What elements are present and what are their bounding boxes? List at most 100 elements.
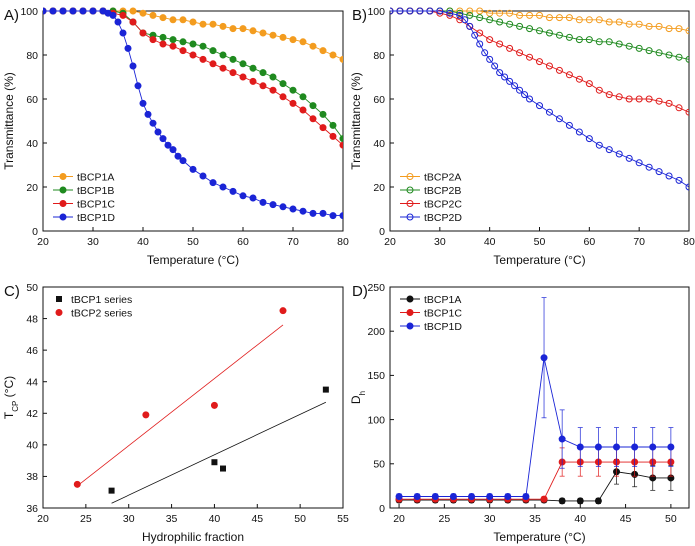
data-point-20 xyxy=(521,91,529,99)
data-point-6 xyxy=(446,9,454,17)
y-tick-label: 60 xyxy=(26,94,38,106)
legend-label: tBCP2C xyxy=(424,199,462,211)
data-point-12 xyxy=(506,9,514,17)
data-point-1 xyxy=(49,7,57,15)
data-point-18 xyxy=(219,51,227,59)
y-axis-label: Transmittance (%) xyxy=(2,72,16,170)
data-point-29 xyxy=(329,121,337,129)
data-point-29 xyxy=(249,194,257,202)
data-point-32 xyxy=(635,159,643,167)
data-point-0 xyxy=(395,493,403,501)
data-point-13 xyxy=(169,42,177,50)
data-point-23 xyxy=(269,86,277,94)
panel-d: D) 20 25 30 35 40 45 50 Temperature (°C) 0 50 100 15… xyxy=(349,282,690,544)
data-point-17 xyxy=(555,66,563,74)
data-point-28 xyxy=(665,99,673,107)
data-point-29 xyxy=(329,51,337,59)
data-point-24 xyxy=(199,172,207,180)
data-point-12 xyxy=(129,62,137,70)
data-point-19 xyxy=(229,25,237,33)
legend-label: tBCP1 series xyxy=(71,294,132,306)
data-point-28 xyxy=(319,124,327,132)
x-tick-label: 25 xyxy=(439,513,451,525)
x-tick-label: 35 xyxy=(166,513,178,525)
data-point-15 xyxy=(667,443,675,451)
data-point-17 xyxy=(506,77,514,85)
data-point-4 xyxy=(468,493,476,501)
data-point-8 xyxy=(540,354,548,362)
legend-label: tBCP1A xyxy=(77,172,114,184)
data-point-30 xyxy=(339,141,343,149)
data-point-14 xyxy=(526,53,534,61)
series-tbcp1d xyxy=(43,7,343,220)
legend-label: tBCP2A xyxy=(424,172,461,184)
data-point-21 xyxy=(526,95,534,103)
data-point-12 xyxy=(159,40,167,48)
data-point-34 xyxy=(655,168,663,176)
data-point-27 xyxy=(655,49,663,57)
x-axis-label: Temperature (°C) xyxy=(147,253,239,267)
data-point-0 xyxy=(406,173,414,180)
data-point-0 xyxy=(43,7,47,15)
data-point-24 xyxy=(279,80,287,88)
data-point-17 xyxy=(209,20,217,28)
data-point-11 xyxy=(496,9,504,17)
data-point-27 xyxy=(229,187,237,195)
data-point-22 xyxy=(605,18,613,26)
data-point-35 xyxy=(665,172,673,180)
y-tick-label: 38 xyxy=(26,471,38,483)
data-point-12 xyxy=(159,14,167,22)
x-tick-label: 40 xyxy=(574,513,586,525)
data-point-28 xyxy=(319,110,327,118)
data-point-27 xyxy=(655,97,663,105)
data-point-14 xyxy=(179,38,187,46)
data-point-21 xyxy=(595,38,603,46)
y-tick-label: 50 xyxy=(373,459,385,471)
data-point-8 xyxy=(109,11,117,19)
data-point-6 xyxy=(446,11,454,19)
data-point-30 xyxy=(685,108,689,116)
data-point-13 xyxy=(486,55,494,63)
legend-label: tBCP1A xyxy=(424,294,461,306)
data-point-7 xyxy=(522,493,530,501)
series-line xyxy=(43,10,343,146)
data-point-22 xyxy=(259,82,267,90)
legend-label: tBCP1C xyxy=(77,199,115,211)
y-tick-label: 48 xyxy=(26,313,38,325)
y-tick-label: 100 xyxy=(367,6,385,18)
x-tick-label: 30 xyxy=(434,236,446,248)
y-tick-label: 36 xyxy=(26,503,38,515)
data-point-24 xyxy=(555,115,563,123)
data-point-22 xyxy=(536,102,543,110)
legend: tBCP1 series tBCP2 series xyxy=(55,294,132,320)
y-tick-label: 40 xyxy=(26,440,38,452)
data-point-8 xyxy=(466,11,474,19)
data-point-0 xyxy=(56,296,62,302)
data-point-2 xyxy=(406,7,414,15)
data-point-9 xyxy=(114,18,122,26)
data-point-3 xyxy=(59,213,67,221)
data-point-15 xyxy=(496,69,504,77)
data-point-12 xyxy=(506,44,514,52)
data-point-15 xyxy=(536,27,543,35)
data-point-9 xyxy=(558,435,566,443)
data-point-18 xyxy=(565,14,573,22)
data-point-16 xyxy=(501,73,509,81)
data-point-38 xyxy=(339,212,343,220)
x-axis: 20 25 30 35 40 45 50 Temperature (°C) xyxy=(393,504,677,544)
data-point-28 xyxy=(665,51,673,59)
data-point-33 xyxy=(289,205,297,213)
data-point-10 xyxy=(486,9,494,17)
data-point-23 xyxy=(615,18,623,26)
y-tick-label: 46 xyxy=(26,345,38,357)
data-point-14 xyxy=(649,443,657,451)
data-point-17 xyxy=(209,47,217,55)
x-tick-label: 20 xyxy=(37,236,49,248)
data-point-14 xyxy=(526,25,534,33)
data-point-29 xyxy=(605,146,613,154)
data-point-20 xyxy=(585,16,593,24)
data-point-17 xyxy=(209,60,217,68)
x-tick-label: 50 xyxy=(187,236,199,248)
data-point-19 xyxy=(229,69,237,77)
x-tick-label: 20 xyxy=(384,236,396,248)
